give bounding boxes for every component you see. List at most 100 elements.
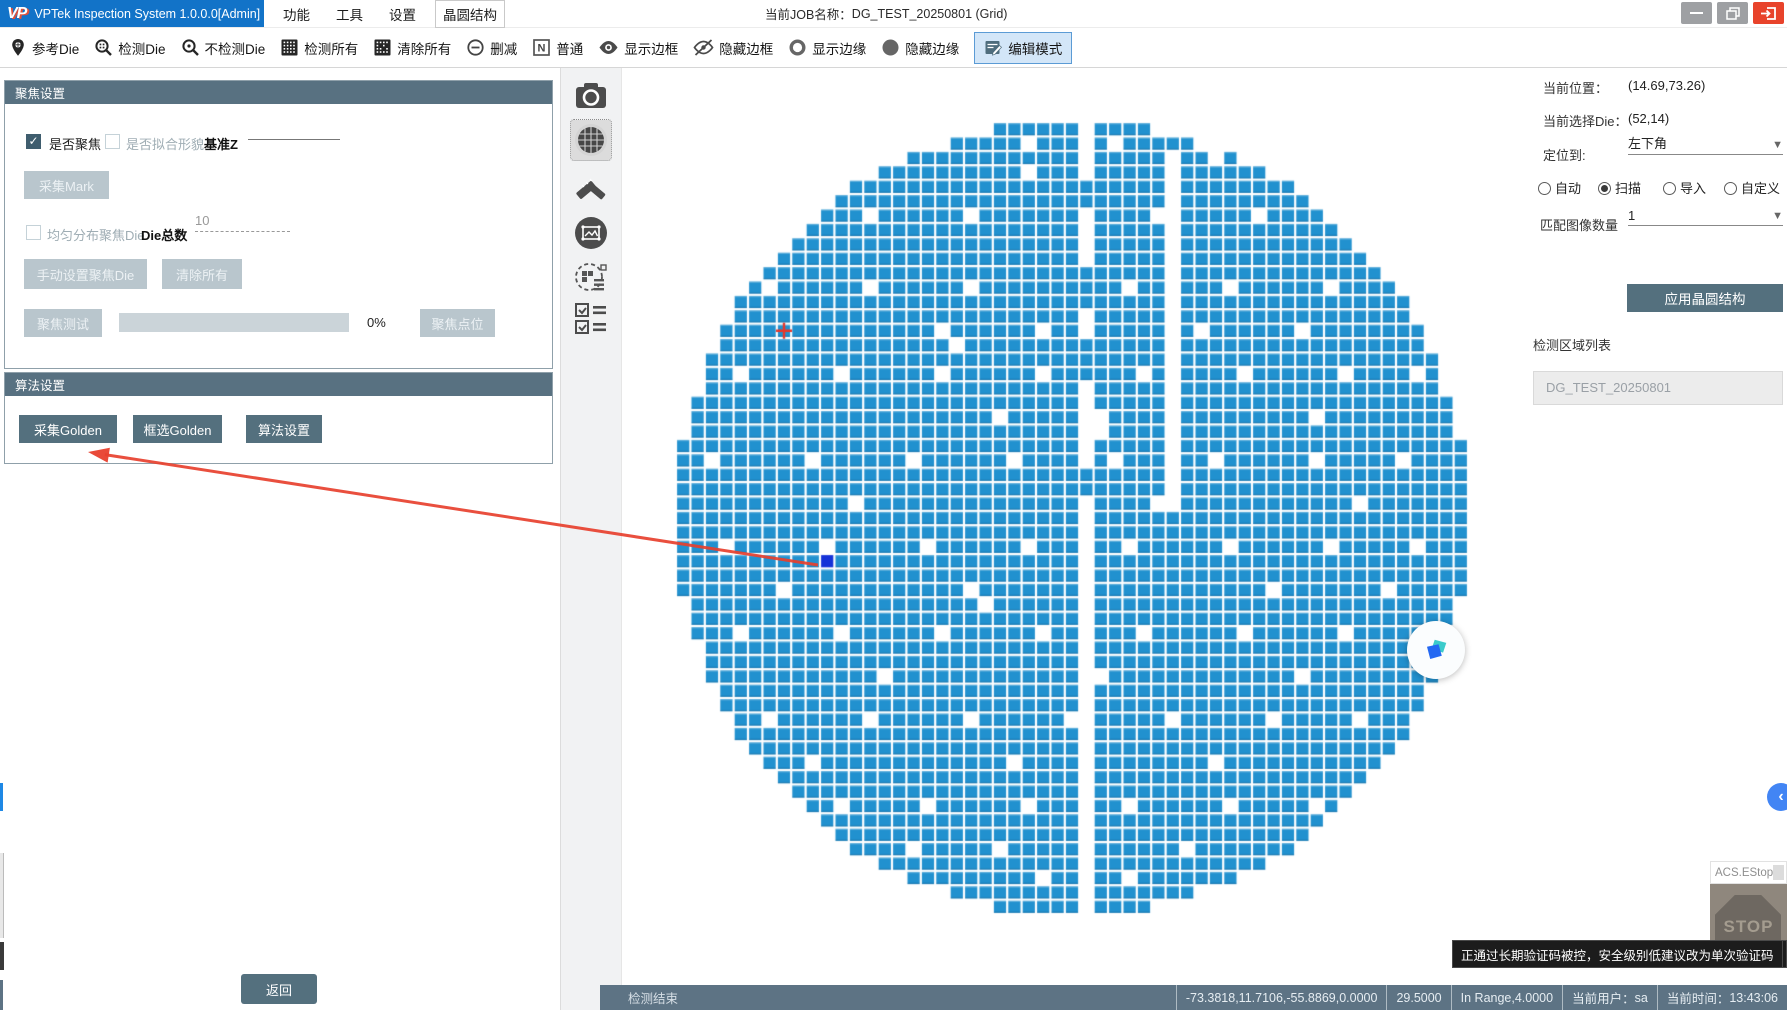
hide-edge-button[interactable]: 隐藏边缘 bbox=[881, 38, 959, 58]
focus-test-button[interactable]: 聚焦测试 bbox=[24, 309, 102, 337]
radio-icon bbox=[1538, 182, 1551, 195]
security-notification: 正通过长期验证码被控，安全级别低建议改为单次验证码 » bbox=[1452, 940, 1787, 968]
pin-icon bbox=[12, 39, 24, 56]
distribute-focus-label: 均匀分布聚焦Die bbox=[47, 228, 145, 243]
minimize-button[interactable] bbox=[1681, 2, 1712, 24]
todesk-floating-button[interactable] bbox=[1407, 621, 1465, 679]
focus-settings-header: 聚焦设置 bbox=[5, 81, 552, 104]
chevron-left-icon: ‹ bbox=[1778, 788, 1784, 805]
show-border-button[interactable]: 显示边框 bbox=[598, 38, 678, 58]
exit-button[interactable] bbox=[1753, 2, 1784, 24]
tool-label: 参考Die bbox=[32, 41, 80, 57]
svg-text:N: N bbox=[538, 43, 546, 55]
distribute-focus-checkbox[interactable] bbox=[26, 225, 41, 240]
region-list-label: 检测区域列表 bbox=[1533, 338, 1612, 353]
current-time: 当前时间： 13:43:06 bbox=[1656, 985, 1787, 1010]
menu-settings[interactable]: 设置 bbox=[389, 7, 416, 23]
box-golden-button[interactable]: 框选Golden bbox=[133, 415, 222, 443]
focus-enable-label: 是否聚焦 bbox=[49, 137, 102, 152]
current-job-title: 当前JOB名称： DG_TEST_20250801 (Grid) bbox=[765, 0, 1007, 27]
radio-auto[interactable]: 自动 bbox=[1538, 178, 1581, 197]
tool-label: 显示边缘 bbox=[812, 41, 867, 57]
algorithm-config-button[interactable]: 算法设置 bbox=[246, 415, 322, 443]
focus-point-button[interactable]: 聚焦点位 bbox=[420, 309, 495, 337]
hide-border-button[interactable]: 隐藏边框 bbox=[693, 38, 773, 58]
tool-label: 隐藏边缘 bbox=[905, 41, 960, 57]
collect-mark-button[interactable]: 采集Mark bbox=[24, 171, 109, 199]
inspect-all-button[interactable]: 检测所有 bbox=[280, 38, 358, 58]
z-value: 29.5000 bbox=[1386, 985, 1450, 1010]
focus-progress-bar bbox=[119, 313, 349, 332]
restore-button[interactable] bbox=[1717, 2, 1748, 24]
edge-fragment bbox=[0, 853, 4, 938]
subtract-button[interactable]: 删减 bbox=[466, 38, 517, 58]
notification-expand-button[interactable]: » bbox=[1781, 941, 1787, 967]
current-position-label: 当前位置： bbox=[1543, 81, 1609, 96]
status-right: -73.3818,11.7106,-55.8869,0.0000 29.5000… bbox=[1175, 985, 1787, 1010]
vp-logo-icon: VP bbox=[7, 4, 27, 22]
focus-enable-checkbox[interactable]: ✓ bbox=[26, 134, 41, 149]
manual-focus-die-button[interactable]: 手动设置聚焦Die bbox=[24, 259, 147, 289]
wafer-map-view-button[interactable] bbox=[570, 119, 612, 161]
collapse-panel-button[interactable]: ‹ bbox=[1767, 783, 1787, 811]
collect-golden-button[interactable]: 采集Golden bbox=[19, 415, 117, 443]
tool-label: 显示边框 bbox=[624, 41, 679, 57]
radio-import[interactable]: 导入 bbox=[1663, 178, 1706, 197]
todesk-logo bbox=[1427, 639, 1447, 659]
left-panel: 聚焦设置 ✓ 是否聚焦 是否拟合形貌 基准Z 采集Mark 均匀分布聚焦Die … bbox=[0, 68, 560, 1010]
locate-to-label: 定位到: bbox=[1543, 148, 1586, 163]
focus-settings-group: 聚焦设置 ✓ 是否聚焦 是否拟合形貌 基准Z 采集Mark 均匀分布聚焦Die … bbox=[4, 80, 553, 369]
edit-icon bbox=[985, 41, 1003, 56]
estop-widget[interactable]: ACS.EStop STOP bbox=[1710, 861, 1787, 941]
estop-header: ACS.EStop bbox=[1710, 861, 1787, 884]
base-z-label: 基准Z bbox=[204, 137, 238, 152]
camera-view-button[interactable] bbox=[574, 82, 608, 110]
normal-n-icon: N bbox=[533, 39, 551, 56]
job-name: DG_TEST_20250801 (Grid) bbox=[851, 6, 1008, 21]
image-icon bbox=[575, 217, 607, 249]
selected-die-label: 当前选择Die： bbox=[1543, 114, 1628, 129]
locate-to-select[interactable]: 左下角 ▼ bbox=[1628, 134, 1783, 155]
skip-die-button[interactable]: 不检测Die bbox=[181, 38, 266, 58]
base-z-input[interactable] bbox=[248, 121, 340, 140]
tool-label: 清除所有 bbox=[397, 41, 452, 57]
normal-mode-button[interactable]: N 普通 bbox=[532, 38, 583, 58]
menu-function[interactable]: 功能 bbox=[283, 7, 310, 23]
wafer-map[interactable] bbox=[622, 68, 1530, 985]
inspect-die-button[interactable]: 检测Die bbox=[94, 38, 166, 58]
measure-view-button[interactable] bbox=[574, 173, 608, 207]
region-list-view-button[interactable] bbox=[572, 258, 610, 296]
radio-custom[interactable]: 自定义 bbox=[1724, 178, 1780, 197]
radio-auto-label: 自动 bbox=[1555, 181, 1582, 196]
reference-die-button[interactable]: 参考Die bbox=[9, 38, 79, 58]
show-edge-button[interactable]: 显示边缘 bbox=[788, 38, 866, 58]
algorithm-settings-group: 算法设置 采集Golden 框选Golden 算法设置 bbox=[4, 372, 553, 464]
fit-shape-checkbox[interactable] bbox=[105, 134, 120, 149]
edit-mode-button[interactable]: 编辑模式 bbox=[974, 31, 1073, 64]
clear-all-focus-button[interactable]: 清除所有 bbox=[162, 259, 242, 289]
menu-wafer-structure[interactable]: 晶圆结构 bbox=[435, 0, 505, 28]
stop-text: STOP bbox=[1723, 917, 1774, 936]
edge-fragment bbox=[0, 942, 4, 970]
checklist-view-button[interactable] bbox=[574, 302, 608, 336]
region-list-item[interactable]: DG_TEST_20250801 bbox=[1546, 380, 1672, 395]
clear-all-button[interactable]: 清除所有 bbox=[373, 38, 451, 58]
apply-wafer-structure-button[interactable]: 应用晶圆结构 bbox=[1627, 284, 1783, 312]
die-total-input[interactable]: 10 bbox=[195, 213, 290, 232]
match-count-select[interactable]: 1 ▼ bbox=[1628, 205, 1783, 226]
tool-label: 编辑模式 bbox=[1008, 41, 1063, 57]
radio-scan[interactable]: 扫描 bbox=[1598, 178, 1641, 197]
image-view-button[interactable] bbox=[573, 215, 609, 251]
current-position-value: (14.69,73.26) bbox=[1628, 78, 1706, 93]
menu-tools[interactable]: 工具 bbox=[336, 7, 363, 23]
estop-stop-sign[interactable]: STOP bbox=[1710, 884, 1787, 941]
range-status: In Range,4.0000 bbox=[1450, 985, 1562, 1010]
back-button[interactable]: 返回 bbox=[241, 974, 317, 1004]
estop-indicator bbox=[1773, 865, 1784, 880]
restore-icon bbox=[1725, 6, 1740, 20]
tool-label: 不检测Die bbox=[204, 41, 266, 57]
wafer-map-icon bbox=[575, 124, 607, 156]
checklist-icon bbox=[575, 303, 606, 334]
notification-text: 正通过长期验证码被控，安全级别低建议改为单次验证码 bbox=[1461, 948, 1774, 963]
focus-progress-percent: 0% bbox=[367, 315, 386, 330]
